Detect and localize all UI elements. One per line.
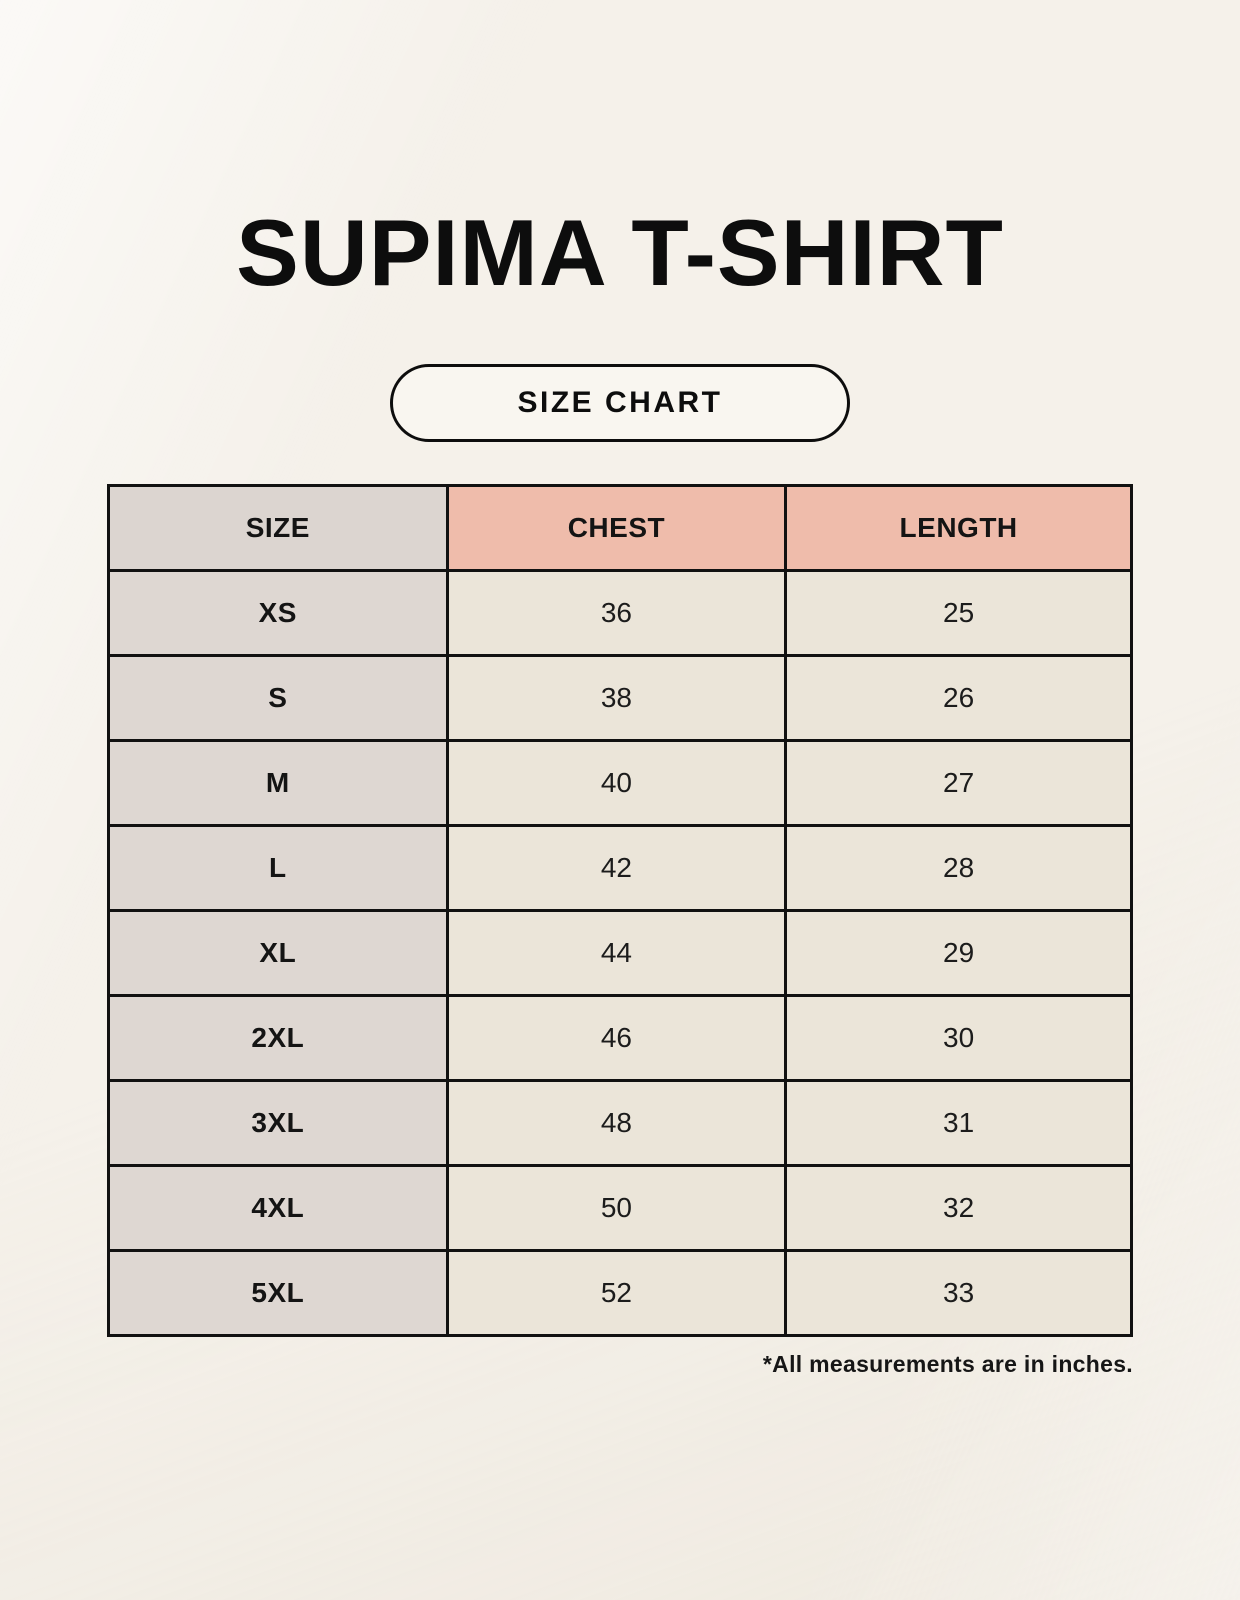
table-row-2xl: 2XL 46 30 [107,994,1133,1082]
table-row-xl: XL 44 29 [107,909,1133,997]
size-label: M [107,739,449,827]
table-row-s: S 38 26 [107,654,1133,742]
size-chart-badge[interactable]: SIZE CHART [390,364,850,442]
table-row-xs: XS 36 25 [107,569,1133,657]
length-value: 30 [784,994,1133,1082]
page-title: SUPIMA T-SHIRT [236,200,1004,305]
table-row-4xl: 4XL 50 32 [107,1164,1133,1252]
footnote: *All measurements are in inches. [762,1351,1133,1377]
length-value: 29 [784,909,1133,997]
length-value: 28 [784,824,1133,912]
size-label: 4XL [107,1164,449,1252]
chest-value: 46 [445,994,788,1082]
table-row-l: L 42 28 [107,824,1133,912]
chest-value: 42 [445,824,788,912]
column-header-size: SIZE [107,484,449,572]
size-label: S [107,654,449,742]
length-value: 26 [784,654,1133,742]
size-chart-badge-label: SIZE CHART [517,386,723,419]
size-label: 5XL [107,1249,449,1337]
table-row-m: M 40 27 [107,739,1133,827]
chest-value: 40 [445,739,788,827]
length-value: 33 [784,1249,1133,1337]
table-row-3xl: 3XL 48 31 [107,1079,1133,1167]
size-label: XL [107,909,449,997]
chest-value: 38 [445,654,788,742]
header-row: SIZE CHEST LENGTH [107,484,1133,572]
chest-value: 44 [445,909,788,997]
chest-value: 48 [445,1079,788,1167]
length-value: 25 [784,569,1133,657]
size-label: 2XL [107,994,449,1082]
length-value: 31 [784,1079,1133,1167]
column-header-length: LENGTH [784,484,1133,572]
chest-value: 36 [445,569,788,657]
chest-value: 52 [445,1249,788,1337]
length-value: 27 [784,739,1133,827]
chest-value: 50 [445,1164,788,1252]
size-label: L [107,824,449,912]
length-value: 32 [784,1164,1133,1252]
footnote-container: *All measurements are in inches. [107,1351,1133,1378]
size-label: XS [107,569,449,657]
column-header-chest: CHEST [445,484,788,572]
size-chart-table: SIZE CHEST LENGTH XS 36 25 S 38 26 M 40 … [107,484,1133,1337]
table-row-5xl: 5XL 52 33 [107,1249,1133,1337]
size-label: 3XL [107,1079,449,1167]
